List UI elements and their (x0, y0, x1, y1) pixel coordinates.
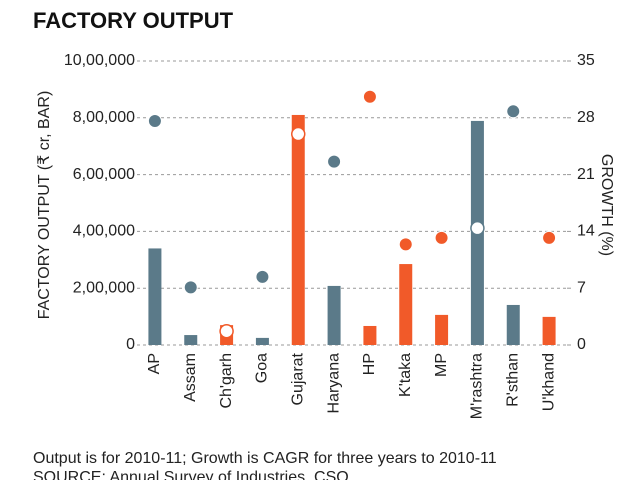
bar (542, 316, 556, 345)
footnote: Output is for 2010-11; Growth is CAGR fo… (33, 450, 497, 467)
chart-title: FACTORY OUTPUT (33, 8, 234, 33)
y-tick-label: 6,00,000 (73, 166, 135, 183)
source: SOURCE: Annual Survey of Industries, CSO (33, 469, 349, 480)
y2-tick-label: 0 (577, 336, 586, 353)
x-tick-label: AP (146, 353, 163, 374)
x-tick-label: MP (433, 353, 450, 377)
x-tick-label: M'rashtra (469, 353, 486, 419)
bar (184, 335, 198, 345)
y2-tick-label: 35 (577, 52, 595, 69)
bar (506, 304, 520, 345)
x-tick-label: Assam (182, 353, 199, 402)
bar (327, 285, 341, 345)
y-tick-label: 4,00,000 (73, 223, 135, 240)
y-axis-label: FACTORY OUTPUT (₹ cr, BAR) (36, 91, 53, 320)
y2-tick-label: 28 (577, 109, 595, 126)
y2-tick-label: 7 (577, 279, 586, 296)
bar (291, 114, 305, 346)
y2-axis-label: GROWTH (%) (598, 154, 615, 256)
y2-tick-label: 21 (577, 166, 595, 183)
dot (362, 89, 377, 104)
dot (434, 230, 449, 245)
bar (148, 248, 162, 345)
y-tick-label: 10,00,000 (64, 52, 135, 69)
dot (147, 114, 162, 129)
x-tick-label: K'taka (397, 353, 414, 397)
y-tick-label: 0 (126, 336, 135, 353)
dot (327, 154, 342, 169)
dot (183, 280, 198, 295)
dot (291, 126, 306, 142)
bar (435, 314, 449, 345)
dot (219, 323, 234, 339)
x-tick-label: HP (361, 353, 378, 375)
dot (255, 269, 270, 284)
bar (363, 325, 377, 345)
bar (399, 264, 413, 345)
bar (255, 337, 269, 345)
y2-tick-label: 14 (577, 223, 595, 240)
y-tick-label: 8,00,000 (73, 109, 135, 126)
x-tick-label: Ch'garh (218, 353, 235, 409)
dot (470, 220, 485, 236)
y-tick-label: 2,00,000 (73, 279, 135, 296)
dot (506, 104, 521, 119)
dot (542, 230, 557, 245)
x-tick-label: Haryana (325, 353, 342, 414)
dot (398, 237, 413, 252)
x-tick-label: Gujarat (289, 352, 306, 405)
x-tick-label: Goa (254, 353, 271, 383)
x-tick-label: U'khand (540, 353, 557, 411)
x-tick-label: R'sthan (504, 353, 521, 407)
